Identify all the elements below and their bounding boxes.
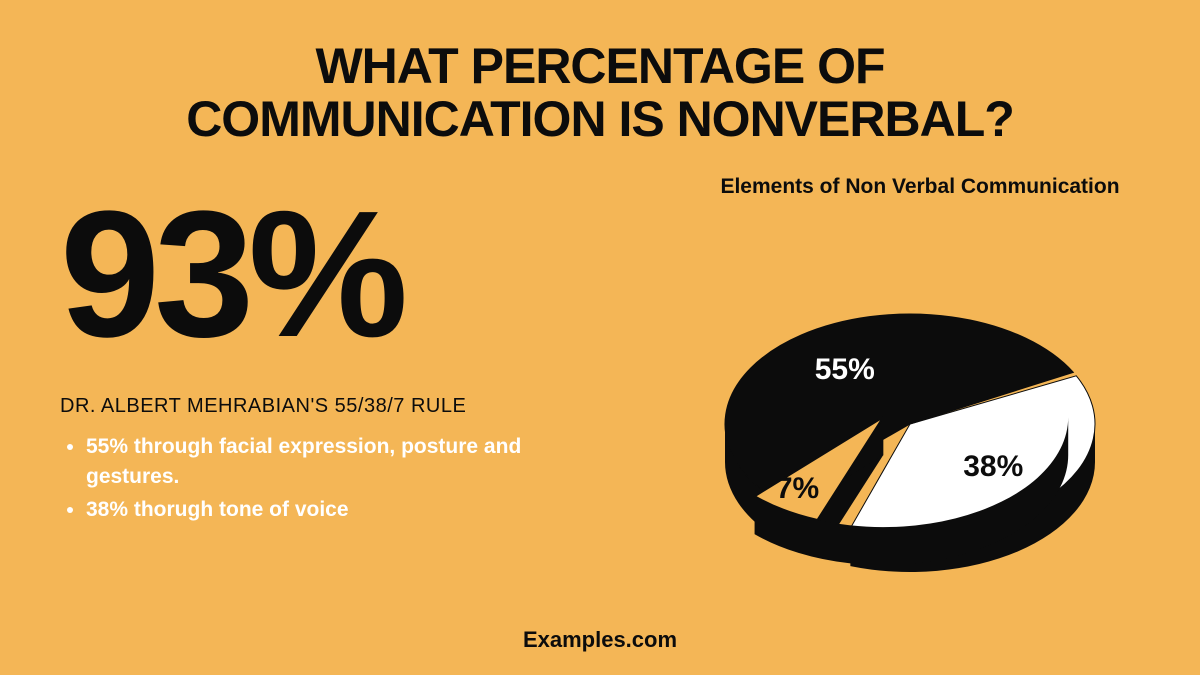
right-column: Elements of Non Verbal Communication 55%… <box>620 175 1160 589</box>
headline-stat: 93% <box>60 185 620 365</box>
footer-credit: Examples.com <box>0 627 1200 653</box>
chart-title: Elements of Non Verbal Communication <box>680 175 1160 199</box>
list-item: 38% thorugh tone of voice <box>86 495 620 525</box>
pie-svg <box>680 209 1160 589</box>
title-line-2: COMMUNICATION IS NONVERBAL? <box>186 91 1014 147</box>
content-row: 93% DR. ALBERT MEHRABIAN'S 55/38/7 RULE … <box>60 175 1140 589</box>
rule-subtitle: DR. ALBERT MEHRABIAN'S 55/38/7 RULE <box>60 395 620 418</box>
infographic-canvas: WHAT PERCENTAGE OF COMMUNICATION IS NONV… <box>0 0 1200 675</box>
pie-slice-label: 7% <box>776 472 819 506</box>
bullet-list: 55% through facial expression, posture a… <box>60 432 620 525</box>
list-item: 55% through facial expression, posture a… <box>86 432 620 493</box>
left-column: 93% DR. ALBERT MEHRABIAN'S 55/38/7 RULE … <box>60 175 620 589</box>
pie-slice-label: 38% <box>963 450 1023 484</box>
pie-chart: 55% 38% 7% <box>680 209 1160 589</box>
pie-slice-label: 55% <box>815 353 875 387</box>
title-line-1: WHAT PERCENTAGE OF <box>315 38 884 94</box>
page-title: WHAT PERCENTAGE OF COMMUNICATION IS NONV… <box>60 40 1140 145</box>
